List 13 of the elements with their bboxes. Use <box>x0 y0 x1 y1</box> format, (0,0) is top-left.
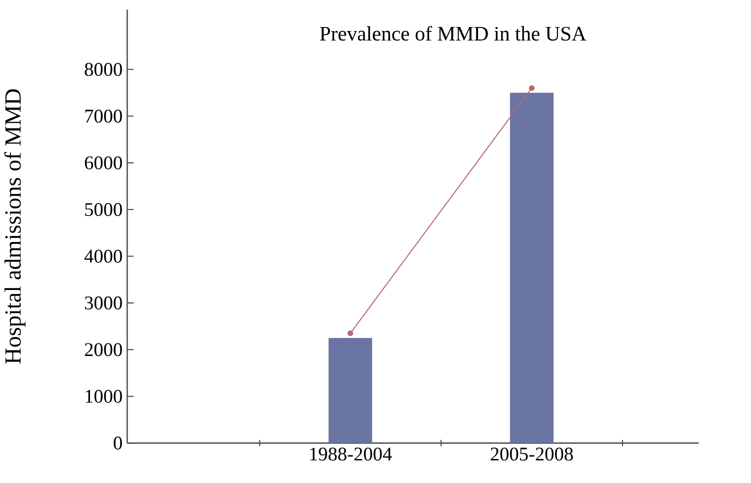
y-tick-label: 8000 <box>84 63 122 76</box>
y-tick-label: 1000 <box>86 390 122 404</box>
y-tick-label: 7000 <box>85 110 122 123</box>
x-tick-label: 1988-2004 <box>310 448 392 461</box>
y-axis-title: Hospital admissions of MMD <box>4 89 26 364</box>
y-tick-label: 2000 <box>84 343 122 356</box>
y-tick-label: 0 <box>114 436 122 450</box>
text: Prevalence of MMD in the USA <box>320 26 586 41</box>
y-tick-label: 6000 <box>84 156 122 170</box>
y-tick-label: 3000 <box>85 296 122 310</box>
y-tick-label: 5000 <box>85 203 122 216</box>
x-tick-label: 2005-2008 <box>490 448 573 461</box>
y-tick-label: 4000 <box>84 250 122 263</box>
